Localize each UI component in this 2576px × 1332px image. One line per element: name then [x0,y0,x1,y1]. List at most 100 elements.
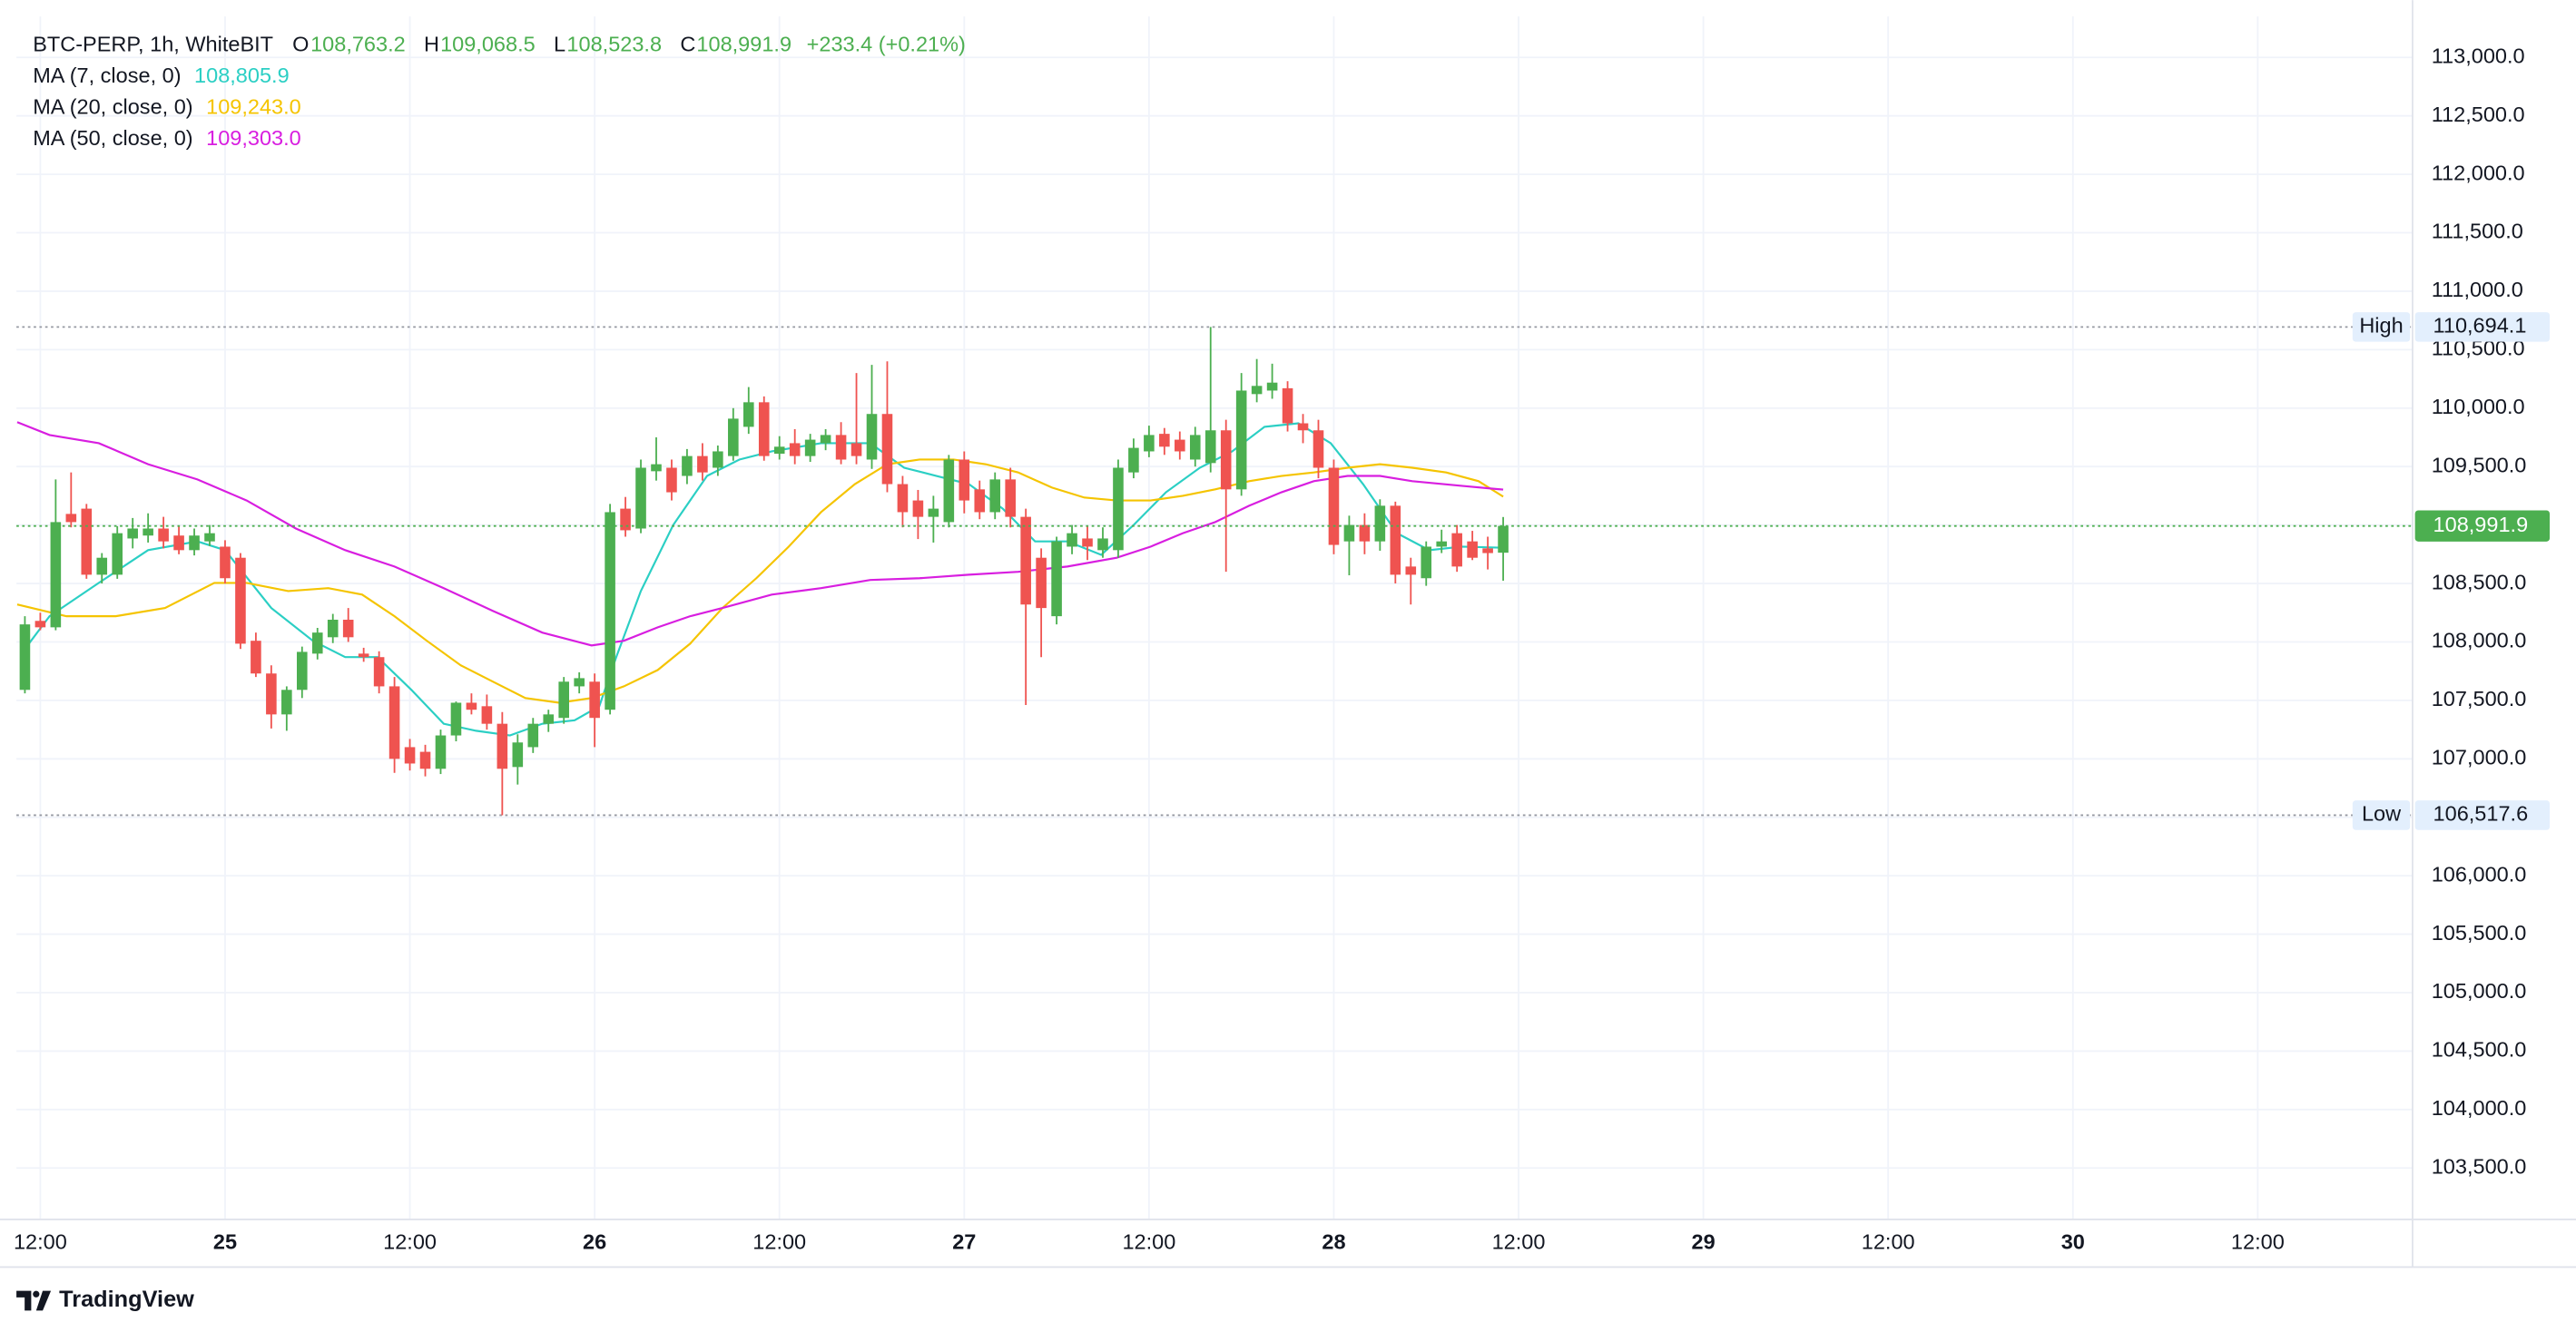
field-key: L [554,33,565,56]
candle-body [635,467,646,529]
candle-body [204,533,215,542]
candle-body [543,714,555,724]
legend-entry: MA (50, close, 0) 109,303.0 [33,126,301,150]
candle-body [1421,546,1432,579]
y-tick-label: 108,500.0 [2432,570,2527,593]
candle-body [742,402,754,427]
legend-entry: MA (20, close, 0) 109,243.0 [33,95,301,119]
candle-body [835,435,847,460]
marker-label-bg [2352,312,2411,342]
legend-value: 108,805.9 [194,64,290,87]
candle-body [1036,557,1047,609]
candle-body [1097,538,1108,551]
candle-body [435,735,447,769]
y-tick-label: 104,000.0 [2432,1096,2527,1120]
y-tick-label: 110,000.0 [2432,395,2525,418]
moving-average-line [16,458,1504,704]
x-tick-label: 12:00 [1492,1229,1546,1253]
candle-body [1159,434,1170,447]
candle-body [959,459,970,501]
candle-body [251,641,261,674]
candle-body [1144,435,1155,452]
candle-body [881,414,893,485]
change: +233.4 (+0.21%) [807,33,966,56]
candle-body [527,723,539,748]
candle-body [1051,541,1062,617]
field-value: 108,523.8 [566,33,662,56]
candle-body [311,632,323,654]
candle-body [297,651,308,690]
candle-body [897,484,909,513]
candle-body [912,500,924,517]
x-tick-label: 12:00 [14,1229,67,1253]
candle-body [928,508,939,517]
marker-label: High [2359,314,2403,338]
marker-value-bg [2414,800,2551,830]
candle-body [728,418,739,456]
x-tick-label: 29 [1692,1229,1716,1253]
marker-value: 110,694.1 [2433,314,2527,338]
x-tick-label: 12:00 [1862,1229,1915,1253]
candle-body [327,619,339,638]
candle-body [820,435,831,444]
candle-body [651,464,662,472]
x-tick-label: 28 [1322,1229,1345,1253]
candle-body [1251,386,1263,395]
candle-body [620,508,631,531]
legend-value: 109,303.0 [206,126,301,150]
candle-body [1328,467,1340,545]
candle-body [512,742,524,768]
y-tick-label: 109,500.0 [2432,453,2527,476]
header: BTC-PERP, 1h, WhiteBIT O 108,763.2 H 109… [33,33,966,56]
field-key: H [424,33,439,56]
symbol: BTC-PERP, 1h, WhiteBIT [33,33,273,56]
candle-body [804,439,816,456]
candle-body [682,455,693,476]
y-tick-label: 113,000.0 [2432,44,2525,67]
x-tick-label: 25 [213,1229,237,1253]
candle-body [1467,541,1478,558]
candle-body [450,702,462,736]
y-tick-label: 108,000.0 [2432,629,2527,652]
candle-body [974,489,986,513]
candle-body [943,459,955,523]
candle-body [574,678,585,687]
candle-body [1020,516,1031,605]
y-tick-label: 112,000.0 [2432,161,2525,184]
candle-body [1175,439,1185,452]
y-tick-label: 111,500.0 [2432,220,2523,243]
candle-body [189,535,200,551]
candle-body [419,751,431,769]
legend-entry: MA (7, close, 0) 108,805.9 [33,64,289,87]
x-tick-label: 12:00 [383,1229,437,1253]
candle-body [235,557,246,644]
candle-body [1189,435,1201,460]
candle-body [112,533,123,575]
candle-body [589,681,600,719]
candle-body [989,479,1001,513]
x-tick-label: 12:00 [752,1229,806,1253]
candle-body [81,508,93,575]
marker-value-bg [2414,312,2551,342]
candle-body [1082,538,1093,547]
candle-body [1359,524,1371,542]
moving-average-line [16,421,1504,647]
candle-body [96,557,108,575]
x-tick-label: 27 [952,1229,976,1253]
candle-body [220,546,231,579]
candle-body [1374,505,1386,542]
y-tick-label: 107,000.0 [2432,746,2527,769]
brand: TradingView [59,1287,194,1312]
candle-body [1343,524,1355,542]
logo [16,1290,52,1311]
grid [16,16,2413,1219]
candle-body [497,723,508,769]
legend-name: MA (50, close, 0) [33,126,192,150]
candle-body [388,686,400,759]
y-tick-label: 103,500.0 [2432,1154,2527,1178]
y-tick-label: 112,500.0 [2432,103,2525,126]
candle-body [342,619,354,638]
candle-body [281,690,292,715]
candle-body [34,621,46,628]
